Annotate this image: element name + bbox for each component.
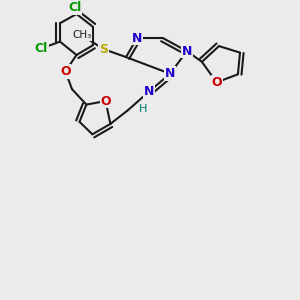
Text: H: H [139,104,147,114]
Text: O: O [211,76,222,89]
Text: N: N [182,45,192,58]
Text: O: O [60,65,71,78]
Text: Cl: Cl [35,42,48,55]
Text: N: N [144,85,154,98]
Text: CH₃: CH₃ [72,30,91,40]
Text: S: S [99,43,108,56]
Text: Cl: Cl [68,1,82,14]
Text: N: N [132,32,142,45]
Text: O: O [100,94,111,107]
Text: N: N [165,67,175,80]
